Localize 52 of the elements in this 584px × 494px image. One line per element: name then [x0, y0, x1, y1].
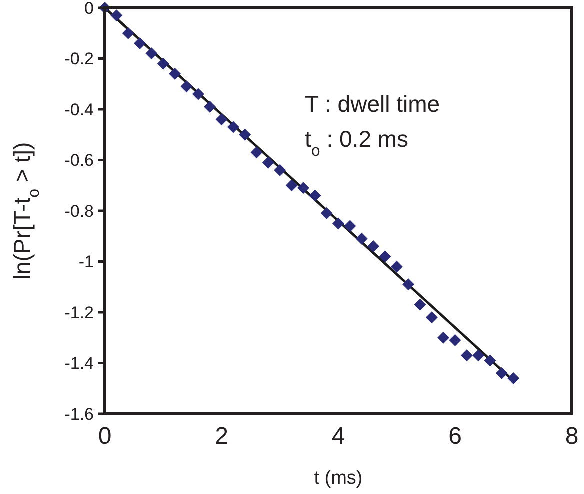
point	[426, 312, 438, 324]
point	[496, 367, 508, 380]
point	[309, 190, 322, 202]
point	[274, 164, 286, 176]
point	[157, 58, 170, 70]
y-tick-label: -1	[78, 252, 94, 272]
annotation: t$_{o}$ : 0.2 ms	[305, 126, 409, 160]
point	[134, 38, 146, 50]
x-tick-label: 4	[332, 423, 346, 450]
point	[169, 68, 182, 80]
point	[460, 350, 473, 362]
y-tick-label: -0.2	[64, 50, 94, 69]
annotation: T : dwell time	[305, 91, 440, 117]
point	[122, 27, 134, 40]
point	[508, 372, 520, 384]
point	[180, 80, 193, 93]
point	[356, 232, 368, 245]
x-tick-label: 8	[565, 423, 579, 450]
y-tick-label: -1.4	[64, 354, 94, 374]
point	[239, 128, 252, 141]
point	[192, 88, 204, 100]
x-tick-label: 2	[215, 423, 228, 450]
y-tick-label: -0.4	[64, 100, 94, 120]
point	[344, 220, 356, 232]
y-tick-label: -0.6	[64, 151, 94, 170]
point	[320, 208, 333, 220]
y-tick-label: -1.2	[64, 303, 94, 322]
x-axis-title: t (ms)	[314, 468, 363, 489]
point	[204, 100, 216, 113]
point	[368, 240, 380, 253]
point	[449, 334, 462, 346]
y-tick-label: -0.8	[64, 202, 94, 221]
y-tick-label: 0	[84, 0, 94, 18]
point	[472, 350, 485, 362]
point	[332, 218, 344, 230]
y-tick-label: -1.6	[64, 404, 94, 424]
point	[286, 180, 298, 192]
point	[484, 354, 496, 367]
x-tick-label: 0	[98, 423, 112, 450]
point	[262, 156, 274, 169]
point	[110, 10, 123, 22]
point	[216, 114, 228, 126]
point	[297, 182, 310, 194]
x-tick-label: 6	[448, 423, 462, 450]
point	[402, 278, 415, 291]
point	[438, 332, 450, 344]
point	[250, 146, 263, 159]
point	[414, 298, 426, 311]
point	[390, 260, 403, 273]
point	[379, 250, 392, 263]
point	[227, 121, 240, 134]
point	[146, 48, 158, 60]
